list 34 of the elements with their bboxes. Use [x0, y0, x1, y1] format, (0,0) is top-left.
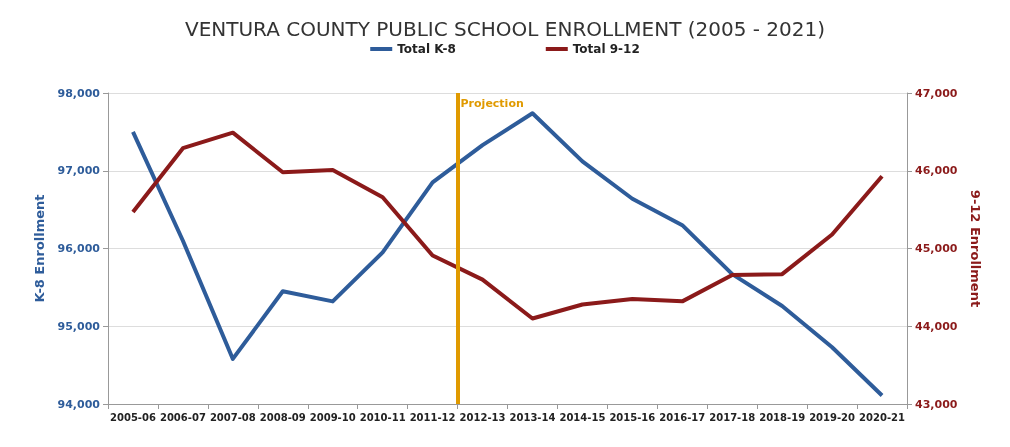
x-tick-label: 2020-21: [859, 411, 906, 423]
y2-tick-label: 43,000: [915, 397, 958, 411]
x-tick-label: 2016-17: [659, 411, 706, 423]
y-axis-title: K-8 Enrollment: [32, 194, 47, 303]
y-tick-label: 95,000: [57, 319, 101, 333]
y2-tick-label: 46,000: [915, 164, 958, 178]
x-tick-label: 2008-09: [259, 411, 306, 423]
y2-tick-label: 47,000: [915, 86, 958, 100]
line-series: [130, 111, 885, 398]
x-tick-label: 2017-18: [709, 411, 756, 423]
x-tick-label: 2006-07: [159, 411, 206, 423]
x-tick-label: 2013-14: [509, 411, 556, 423]
y-tick-label: 96,000: [57, 242, 101, 255]
x-tick-label: 2011-12: [409, 411, 456, 423]
x-tick-label: 2014-15: [559, 411, 606, 423]
y-tick-label: 98,000: [57, 86, 101, 100]
ref-line-label: Projection: [460, 97, 524, 110]
legend-label: Total K-8: [397, 42, 456, 56]
x-tick-label: 2005-06: [110, 411, 156, 423]
x-tick-label: 2019-20: [809, 411, 856, 423]
x-tick-label: 2015-16: [609, 411, 656, 423]
y2-tick-label: 44,000: [915, 319, 958, 333]
line-series: [130, 130, 885, 321]
x-tick-label: 2009-10: [309, 411, 356, 423]
x-tick-label: 2018-19: [759, 411, 806, 423]
y2-tick-label: 45,000: [915, 242, 958, 255]
x-tick-label: 2012-13: [459, 411, 506, 423]
y-tick-label: 94,000: [57, 397, 101, 411]
x-tick-label: 2010-11: [359, 411, 406, 423]
legend-label: Total 9-12: [572, 42, 640, 56]
y-tick-label: 97,000: [57, 164, 101, 178]
y2-axis-title: 9-12 Enrollment: [968, 189, 983, 308]
x-tick-label: 2007-08: [209, 411, 256, 423]
chart-title: VENTURA COUNTY PUBLIC SCHOOL ENROLLMENT (2005 - 2021): [184, 17, 826, 41]
